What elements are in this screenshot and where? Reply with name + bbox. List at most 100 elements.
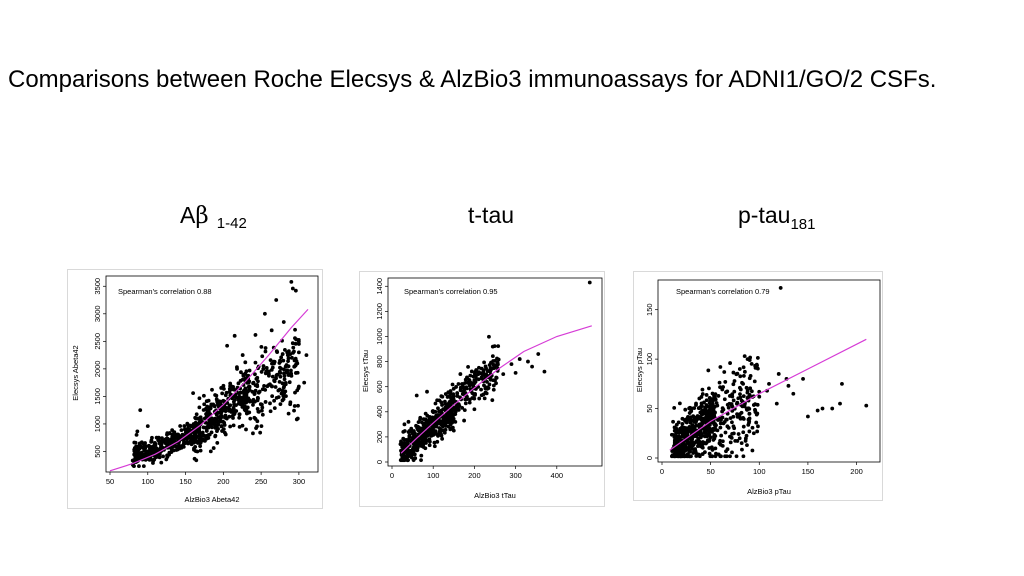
scatter-point [139, 453, 144, 457]
scatter-point [416, 420, 421, 425]
scatter-point [159, 440, 163, 445]
scatter-point [293, 288, 298, 293]
scatter-point [732, 389, 737, 394]
x-tick-label: 50 [106, 477, 114, 486]
scatter-point [745, 357, 750, 362]
scatter-point [741, 373, 746, 378]
scatter-point [421, 426, 426, 430]
scatter-point [401, 441, 406, 445]
scatter-point [746, 406, 750, 411]
scatter-point [496, 344, 501, 349]
scatter-point [410, 452, 415, 457]
scatter-point [213, 416, 217, 421]
y-axis-label: Elecsys Abeta42 [71, 345, 80, 400]
scatter-point [479, 387, 483, 392]
scatter-point [694, 419, 698, 424]
scatter-point [469, 369, 474, 374]
scatter-point [409, 426, 414, 431]
scatter-point [405, 458, 410, 463]
scatter-point [222, 420, 227, 425]
scatter-point [713, 410, 717, 415]
scatter-point [720, 409, 724, 414]
scatter-point [474, 374, 478, 378]
scatter-point [274, 349, 279, 354]
scatter-point [260, 387, 265, 392]
scatter-point [706, 368, 711, 373]
scatter-point [731, 370, 736, 375]
scatter-point [229, 387, 234, 391]
scatter-point [296, 384, 301, 389]
scatter-point [228, 424, 233, 429]
scatter-point [753, 407, 757, 412]
scatter-point [286, 373, 291, 377]
scatter-point [286, 411, 291, 416]
scatter-point [749, 361, 754, 366]
scatter-point [724, 449, 728, 454]
scatter-point [463, 401, 468, 406]
scatter-point [705, 438, 710, 443]
scatter-point [738, 412, 742, 417]
scatter-point [402, 422, 407, 427]
scatter-point [414, 423, 418, 428]
scatter-point [172, 435, 177, 439]
scatter-point [259, 370, 264, 374]
scatter-point [742, 369, 747, 374]
scatter-point [735, 439, 740, 443]
scatter-point [726, 405, 731, 410]
scatter-point [435, 398, 440, 403]
scatter-point [219, 410, 224, 415]
scatter-point [672, 425, 677, 430]
scatter-point [247, 399, 252, 404]
y-tick-label: 0 [375, 460, 384, 464]
scatter-point [485, 385, 490, 390]
scatter-point [237, 394, 242, 399]
scatter-point [289, 368, 293, 373]
scatter-point [177, 434, 182, 439]
scatter-point [253, 333, 258, 337]
scatter-point [202, 416, 207, 421]
scatter-point [747, 429, 752, 434]
scatter-point [456, 408, 461, 412]
scatter-point [683, 407, 688, 412]
scatter-point [191, 391, 196, 396]
scatter-point [268, 409, 273, 414]
scatter-point [477, 396, 482, 401]
scatter-point [265, 384, 270, 389]
scatter-point [293, 327, 297, 332]
scatter-point [443, 427, 448, 432]
scatter-point [228, 403, 233, 408]
scatter-point [689, 409, 693, 414]
scatter-point [236, 391, 241, 396]
scatter-point [212, 404, 217, 409]
scatter-point [755, 356, 760, 360]
scatter-point [738, 387, 743, 392]
scatter-point [439, 400, 444, 405]
scatter-point [713, 392, 718, 397]
y-tick-label: 50 [645, 404, 654, 412]
plot-frame [387, 277, 603, 467]
scatter-point [147, 448, 152, 453]
scatter-point [491, 359, 496, 363]
scatter-point [747, 419, 752, 424]
scatter-point [713, 446, 718, 451]
scatter-point [680, 422, 685, 426]
scatter-point [542, 369, 547, 374]
scatter-point [149, 439, 154, 444]
scatter-point [431, 426, 435, 431]
scatter-point [302, 380, 307, 385]
scatter-point [423, 411, 428, 416]
x-tick-label: 150 [179, 477, 192, 486]
scatter-point [255, 398, 260, 403]
scatter-point [472, 381, 477, 386]
scatter-point [465, 375, 469, 380]
scatter-point [741, 424, 746, 429]
scatter-point [840, 381, 844, 386]
scatter-point [145, 424, 150, 429]
scatter-point [422, 434, 427, 439]
scatter-point [242, 388, 247, 393]
scatter-point [476, 377, 481, 382]
scatter-point [767, 381, 771, 386]
scatter-point [292, 349, 296, 354]
scatter-point [236, 397, 240, 402]
scatter-point [707, 428, 712, 433]
